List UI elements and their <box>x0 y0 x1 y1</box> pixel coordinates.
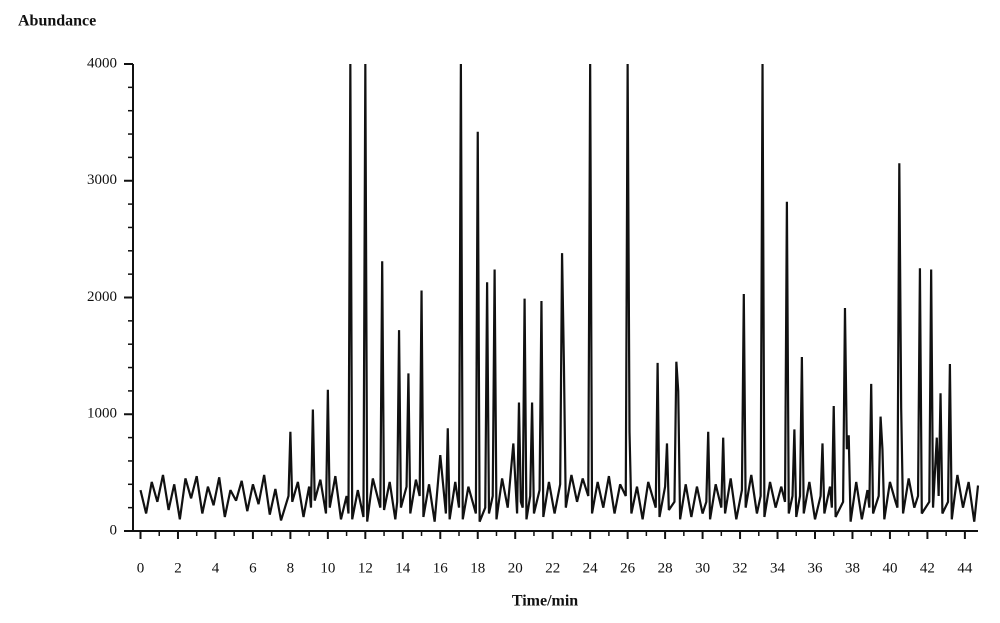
y-tick-label: 2000 <box>87 289 117 305</box>
x-tick-label: 6 <box>249 560 257 576</box>
x-tick-label: 14 <box>395 560 411 576</box>
x-tick-label: 18 <box>470 560 485 576</box>
x-tick-label: 10 <box>320 560 335 576</box>
x-tick-label: 8 <box>287 560 295 576</box>
y-tick-label: 3000 <box>87 172 117 188</box>
x-tick-label: 40 <box>882 560 897 576</box>
x-tick-label: 2 <box>174 560 182 576</box>
x-tick-label: 0 <box>137 560 145 576</box>
x-tick-label: 32 <box>733 560 748 576</box>
x-tick-label: 4 <box>212 560 220 576</box>
x-tick-label: 12 <box>358 560 373 576</box>
chromatogram-line <box>139 63 980 523</box>
x-tick-label: 28 <box>658 560 673 576</box>
x-tick-label: 36 <box>807 560 823 576</box>
y-tick-label: 0 <box>110 522 118 538</box>
x-tick-label: 22 <box>545 560 560 576</box>
x-tick-label: 26 <box>620 560 636 576</box>
x-tick-label: 16 <box>433 560 449 576</box>
x-axis-title: Time/min <box>512 593 578 610</box>
x-tick-label: 42 <box>920 560 935 576</box>
x-tick-label: 44 <box>957 560 973 576</box>
y-tick-label: 4000 <box>87 55 117 71</box>
y-axis-title: Abundance <box>18 13 96 30</box>
y-tick-label: 1000 <box>87 406 117 422</box>
x-tick-label: 30 <box>695 560 710 576</box>
x-tick-label: 20 <box>508 560 523 576</box>
x-tick-label: 38 <box>845 560 860 576</box>
x-tick-label: 24 <box>583 560 599 576</box>
x-tick-label: 34 <box>770 560 786 576</box>
